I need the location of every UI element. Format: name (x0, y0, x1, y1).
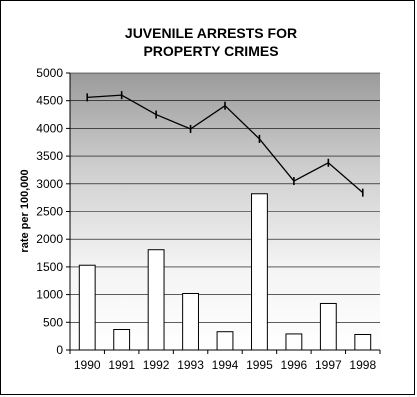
line-series (86, 91, 364, 197)
y-tick-label: 1000 (36, 288, 63, 302)
bar (354, 333, 372, 351)
x-tick-label: 1995 (246, 358, 273, 372)
x-tick-label: 1998 (349, 358, 376, 372)
x-tick-labels: 1990 1991 1992 1993 1994 1995 1996 1997 1998 (74, 358, 377, 372)
bar (285, 333, 303, 351)
y-axis-label: rate per 100,000 (19, 169, 31, 252)
x-tick-label: 1994 (212, 358, 239, 372)
bar-series (78, 193, 372, 351)
bar (251, 193, 268, 351)
chart-title-line-1: JUVENILE ARRESTS FOR (125, 25, 297, 41)
y-tick-labels: 0 500 1000 1500 2000 2500 3000 3500 4000 4500 5000 (36, 66, 63, 357)
x-tick-label: 1990 (74, 358, 101, 372)
y-tick-label: 4500 (36, 94, 63, 108)
x-tick-label: 1997 (315, 358, 342, 372)
bar (147, 249, 165, 351)
bar (319, 302, 337, 351)
y-tick-label: 1500 (36, 260, 63, 274)
gridlines (70, 72, 380, 323)
x-tick-label: 1996 (281, 358, 308, 372)
y-tick-label: 3500 (36, 149, 63, 163)
y-tick-label: 2500 (36, 205, 63, 219)
bar (216, 331, 234, 351)
bar (182, 292, 199, 351)
axes (66, 72, 381, 354)
y-tick-label: 0 (56, 343, 63, 357)
x-tick-label: 1993 (177, 358, 204, 372)
x-tick-label: 1992 (143, 358, 170, 372)
y-tick-label: 4000 (36, 121, 63, 135)
bar (113, 329, 131, 351)
y-tick-label: 2000 (36, 232, 63, 246)
y-tick-label: 500 (43, 315, 63, 329)
y-tick-label: 5000 (36, 66, 63, 80)
bar (78, 264, 96, 351)
chart-title-line-2: PROPERTY CRIMES (143, 43, 278, 59)
x-tick-label: 1991 (108, 358, 135, 372)
y-tick-label: 3000 (36, 177, 63, 191)
